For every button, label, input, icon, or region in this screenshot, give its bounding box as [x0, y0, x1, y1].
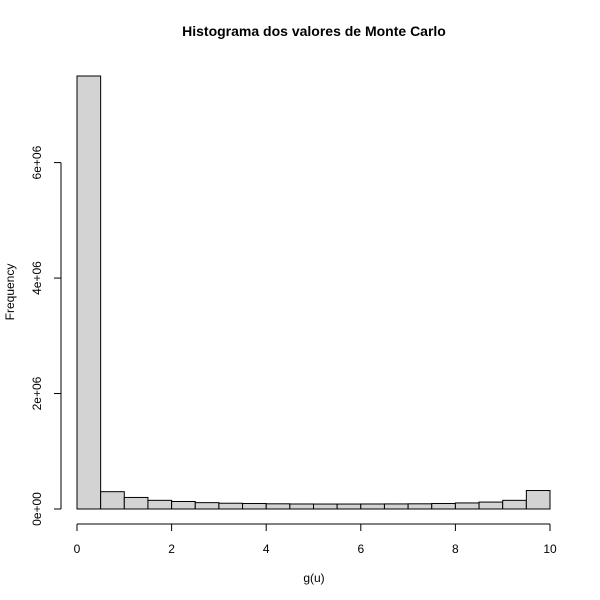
- histogram-bar-4: [171, 500, 196, 510]
- x-tick-label-2: 4: [263, 542, 270, 556]
- chart-title: Histograma dos valores de Monte Carlo: [182, 23, 446, 39]
- histogram-bar-14: [407, 503, 433, 510]
- y-tick-label-1: 2e+06: [30, 376, 44, 410]
- histogram-bar-19: [525, 490, 551, 510]
- x-tick-label-1: 2: [168, 542, 175, 556]
- histogram-bar-8: [265, 503, 291, 510]
- histogram-bar-5: [194, 502, 220, 510]
- x-axis: 0 2 4 6 8 10: [74, 523, 557, 556]
- y-tick-label-3: 6e+06: [30, 145, 44, 179]
- histogram-bar-18: [502, 499, 527, 510]
- histogram-bar-7: [242, 503, 267, 510]
- y-tick-label-2: 4e+06: [30, 261, 44, 295]
- histogram-bar-12: [360, 503, 385, 510]
- x-tick-label-3: 6: [357, 542, 364, 556]
- histogram-bar-16: [454, 502, 480, 510]
- x-tick-label-4: 8: [452, 542, 459, 556]
- histogram-bar-15: [431, 503, 456, 510]
- x-axis-label: g(u): [303, 571, 324, 585]
- y-tick-label-0: 0e+00: [30, 492, 44, 526]
- histogram-bar-10: [313, 503, 338, 510]
- histogram-bar-17: [478, 501, 504, 510]
- bars-group: [76, 75, 551, 510]
- histogram-bar-13: [383, 503, 409, 510]
- x-tick-label-5: 10: [543, 542, 557, 556]
- histogram-bar-6: [218, 502, 244, 510]
- y-axis-label: Frequency: [3, 264, 17, 321]
- histogram-bar-3: [147, 499, 173, 510]
- histogram-bar-2: [123, 496, 149, 510]
- x-tick-label-0: 0: [74, 542, 81, 556]
- histogram-bar-0: [76, 75, 102, 510]
- histogram-bar-9: [289, 503, 315, 510]
- histogram-bar-11: [336, 503, 362, 510]
- y-axis: 0e+00 2e+06 4e+06 6e+06: [30, 145, 62, 526]
- histogram-bar-1: [100, 491, 125, 510]
